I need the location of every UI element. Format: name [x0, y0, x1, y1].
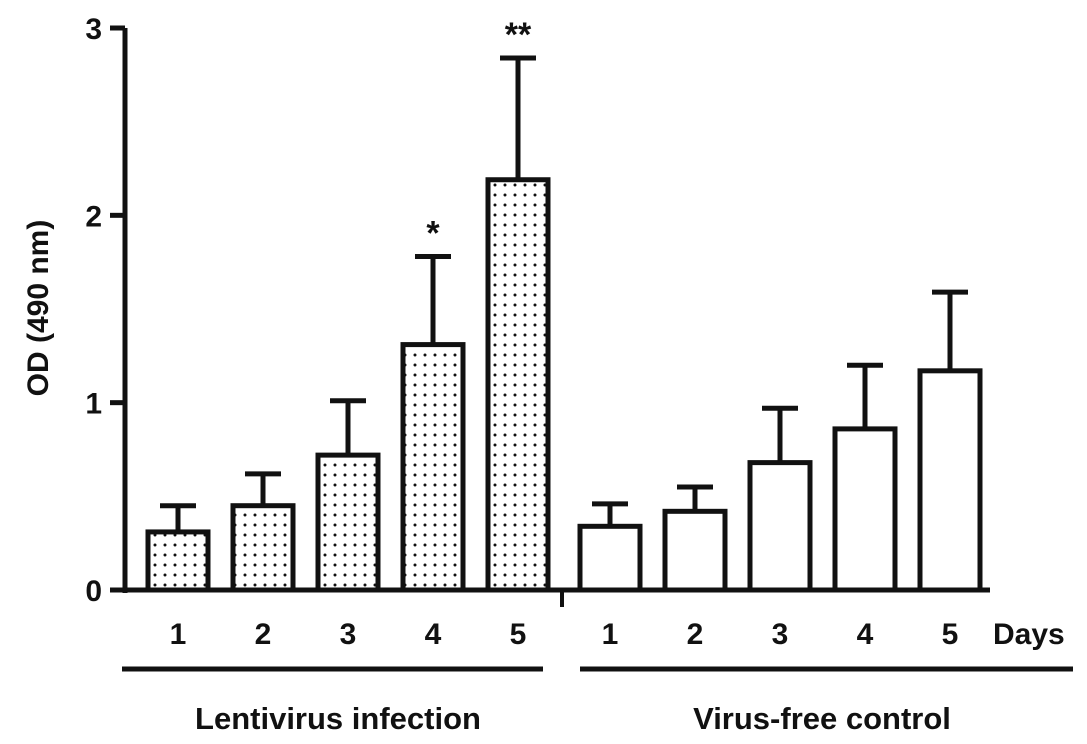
- bar: [485, 177, 551, 593]
- x-tick-label: 1: [170, 618, 187, 651]
- bar: [400, 342, 466, 593]
- bar: [917, 368, 983, 593]
- bar: [662, 508, 728, 593]
- x-tick-label: 2: [687, 618, 704, 651]
- y-tick-label: 1: [85, 388, 102, 421]
- x-tick-label: 3: [772, 618, 789, 651]
- y-axis-label: OD (490 nm): [22, 220, 55, 397]
- group-label-lentivirus-infection: Lentivirus infection: [195, 701, 481, 736]
- significance-marker: *: [426, 215, 440, 253]
- bar: [747, 460, 813, 593]
- x-tick-label: 5: [942, 618, 959, 651]
- y-tick-label: 0: [85, 575, 102, 608]
- y-axis-ticks: 0 1 2 3: [85, 13, 125, 608]
- x-axis-tick-labels: 1 2 3 4 5 1 2 3 4 5: [170, 618, 959, 651]
- bar: [315, 452, 381, 593]
- significance-marker: **: [505, 16, 532, 54]
- x-tick-label: 2: [255, 618, 272, 651]
- bar: [577, 523, 643, 593]
- bars: ***: [145, 16, 983, 593]
- x-tick-label: 5: [510, 618, 527, 651]
- bar: [145, 529, 211, 593]
- x-tick-label: 1: [602, 618, 619, 651]
- group-label-virus-free-control: Virus-free control: [693, 701, 951, 736]
- x-tick-label: 4: [425, 618, 442, 651]
- bar: [230, 503, 296, 593]
- y-tick-label: 3: [85, 13, 102, 46]
- y-tick-label: 2: [85, 200, 102, 233]
- bar: [832, 426, 898, 593]
- x-axis-label-days: Days: [993, 618, 1065, 651]
- x-tick-label: 3: [340, 618, 357, 651]
- x-tick-label: 4: [857, 618, 874, 651]
